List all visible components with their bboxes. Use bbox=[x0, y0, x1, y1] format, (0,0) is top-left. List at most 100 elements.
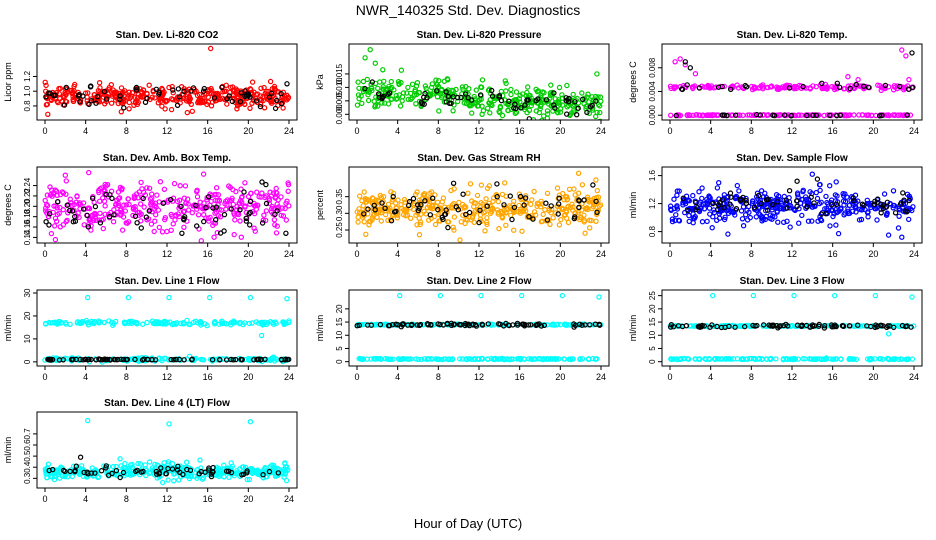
data-point bbox=[489, 93, 496, 99]
data-point bbox=[96, 217, 102, 223]
y-tick-label: 0 bbox=[648, 359, 657, 364]
data-point bbox=[577, 356, 583, 362]
data-points bbox=[42, 169, 292, 243]
data-point bbox=[570, 103, 576, 109]
data-point bbox=[57, 85, 64, 92]
data-point bbox=[707, 211, 713, 217]
data-point bbox=[435, 356, 441, 362]
data-point bbox=[120, 469, 127, 476]
data-point bbox=[63, 84, 70, 91]
data-point bbox=[890, 188, 897, 194]
data-point bbox=[683, 323, 690, 329]
data-point bbox=[498, 118, 504, 120]
data-point bbox=[767, 215, 773, 221]
data-point bbox=[365, 322, 371, 328]
data-point bbox=[171, 357, 177, 363]
data-point bbox=[529, 197, 535, 203]
data-point bbox=[594, 209, 600, 215]
data-point bbox=[443, 207, 449, 213]
x-tick-label: 20 bbox=[555, 126, 565, 136]
data-point bbox=[152, 357, 159, 363]
x-tick-label: 24 bbox=[909, 249, 919, 259]
data-point bbox=[97, 220, 104, 226]
data-point bbox=[264, 357, 270, 363]
data-point bbox=[569, 356, 575, 362]
data-point bbox=[141, 204, 147, 210]
data-point bbox=[502, 180, 508, 186]
x-tick-label: 4 bbox=[708, 126, 713, 136]
data-point bbox=[705, 82, 711, 89]
x-tick-label: 8 bbox=[124, 494, 129, 504]
data-point bbox=[74, 193, 80, 200]
data-point bbox=[119, 227, 126, 233]
data-point bbox=[356, 322, 362, 328]
data-point bbox=[182, 183, 189, 189]
data-point bbox=[216, 473, 222, 480]
y-tick-label: 30 bbox=[23, 288, 32, 297]
data-point bbox=[278, 357, 285, 363]
data-point bbox=[754, 111, 760, 118]
data-point bbox=[764, 207, 771, 213]
y-tick-label: 1.2 bbox=[23, 70, 32, 82]
data-point bbox=[673, 112, 679, 119]
data-point bbox=[833, 179, 839, 185]
data-point bbox=[877, 113, 883, 119]
data-point bbox=[249, 470, 256, 477]
data-point bbox=[170, 221, 176, 227]
data-point bbox=[237, 319, 243, 326]
data-point bbox=[813, 189, 820, 196]
data-point bbox=[132, 356, 138, 363]
data-point bbox=[137, 461, 144, 467]
data-point bbox=[473, 87, 479, 93]
y-tick-label: 0.004 bbox=[648, 81, 657, 102]
data-point bbox=[63, 321, 69, 327]
data-point bbox=[106, 356, 113, 363]
data-point bbox=[208, 473, 215, 480]
data-point bbox=[216, 197, 222, 203]
data-point bbox=[256, 320, 262, 326]
data-point bbox=[506, 98, 512, 104]
data-point bbox=[424, 356, 430, 362]
data-point bbox=[475, 103, 482, 109]
data-point bbox=[98, 468, 105, 474]
data-point bbox=[211, 234, 217, 240]
y-tick-label: 0.008 bbox=[648, 57, 657, 78]
data-point bbox=[159, 95, 165, 102]
data-point bbox=[197, 457, 203, 463]
data-point bbox=[114, 197, 120, 203]
data-point bbox=[354, 323, 360, 329]
data-point bbox=[280, 213, 287, 219]
data-point bbox=[495, 356, 502, 362]
data-point bbox=[446, 100, 453, 107]
data-point bbox=[375, 197, 381, 203]
data-point bbox=[173, 356, 179, 363]
data-point bbox=[214, 229, 220, 236]
data-point bbox=[393, 92, 399, 99]
data-point bbox=[541, 89, 547, 96]
data-point bbox=[355, 214, 361, 220]
data-point bbox=[722, 214, 728, 220]
data-point bbox=[152, 211, 159, 218]
data-point bbox=[270, 464, 277, 470]
data-point bbox=[102, 203, 108, 209]
data-point bbox=[561, 356, 568, 362]
data-point bbox=[356, 95, 362, 102]
data-point bbox=[699, 322, 705, 329]
data-point bbox=[261, 212, 267, 218]
data-point bbox=[836, 84, 843, 91]
data-point bbox=[369, 217, 375, 223]
data-point bbox=[676, 218, 683, 224]
data-point bbox=[479, 77, 486, 83]
data-point bbox=[377, 192, 383, 199]
data-point bbox=[471, 356, 478, 362]
data-point bbox=[485, 321, 491, 327]
data-point bbox=[184, 317, 190, 324]
y-tick-label: 0.015 bbox=[335, 63, 344, 84]
y-tick-label: 1.0 bbox=[23, 85, 32, 97]
data-point bbox=[668, 356, 674, 362]
data-point bbox=[459, 84, 466, 90]
data-point bbox=[509, 216, 515, 223]
data-point bbox=[503, 88, 509, 94]
data-point bbox=[827, 112, 833, 119]
data-point bbox=[361, 189, 367, 195]
